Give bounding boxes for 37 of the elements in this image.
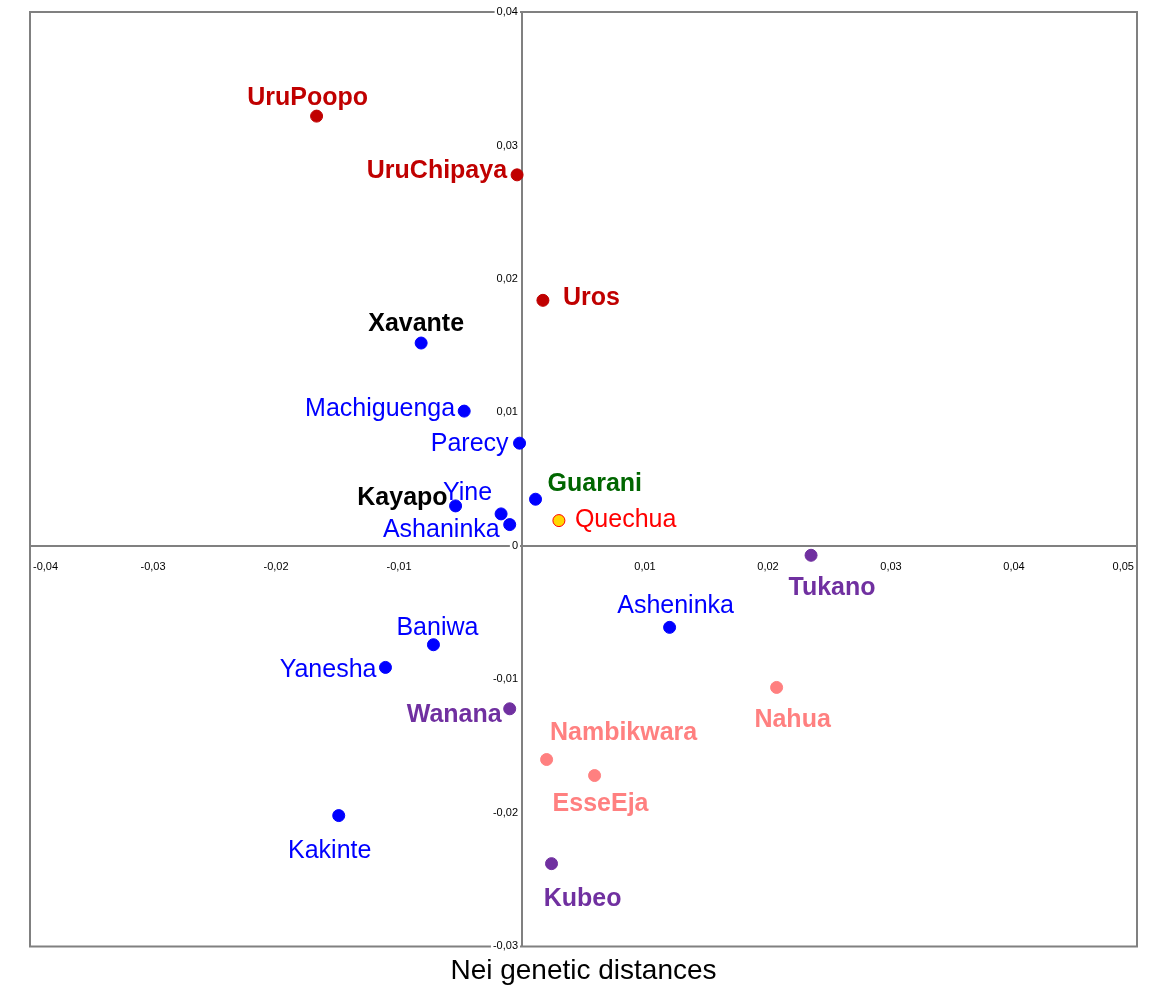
y-tick-label: -0,03	[492, 939, 518, 952]
series-label: Asheninka	[617, 590, 735, 619]
x-tick-label: 0,02	[757, 560, 779, 573]
text: Nei genetic distances	[450, 953, 717, 985]
series-label: Quechua	[574, 504, 677, 533]
x-tick-label: 0,05	[1112, 560, 1134, 573]
series-label: Ashaninka	[382, 514, 500, 543]
x-tick-label: 0,01	[634, 560, 656, 573]
y-tick-label: 0,03	[496, 138, 518, 151]
x-tick-label: -0,04	[33, 560, 59, 573]
series-label: Parecy	[430, 428, 510, 457]
x-tick-label: -0,02	[263, 560, 289, 573]
x-tick-label: 0,03	[880, 560, 902, 573]
series-label: Tukano	[788, 572, 876, 601]
series-label: Machiguenga	[305, 393, 456, 422]
series-label: Uros	[562, 282, 620, 311]
x-tick-label: -0,03	[140, 560, 166, 573]
x-tick-label: 0,04	[1003, 560, 1025, 573]
x-tick-label: -0,01	[386, 560, 412, 573]
series-label: EsseEja	[552, 788, 650, 817]
series-label: Kubeo	[543, 882, 622, 911]
y-tick-label: -0,02	[492, 805, 518, 818]
y-tick-label: 0,04	[496, 5, 518, 18]
y-tick-label: 0,02	[496, 272, 518, 284]
series-label: Kakinte	[288, 835, 372, 864]
y-tick-label: 0,01	[496, 405, 518, 418]
series-label: Guarani	[547, 468, 643, 497]
series-label: Xavante	[368, 307, 465, 336]
series-label: Baniwa	[396, 611, 479, 640]
y-tick-label: 0	[511, 538, 518, 551]
series-label: UruPoopo	[247, 82, 368, 111]
series-label: UruChipaya	[366, 154, 509, 183]
series-label: Nambikwara	[549, 717, 699, 746]
series-label: Wanana	[406, 698, 503, 727]
y-tick-label: -0,01	[492, 672, 518, 685]
series-label: Nahua	[754, 704, 832, 733]
series-label: Yanesha	[279, 654, 377, 683]
